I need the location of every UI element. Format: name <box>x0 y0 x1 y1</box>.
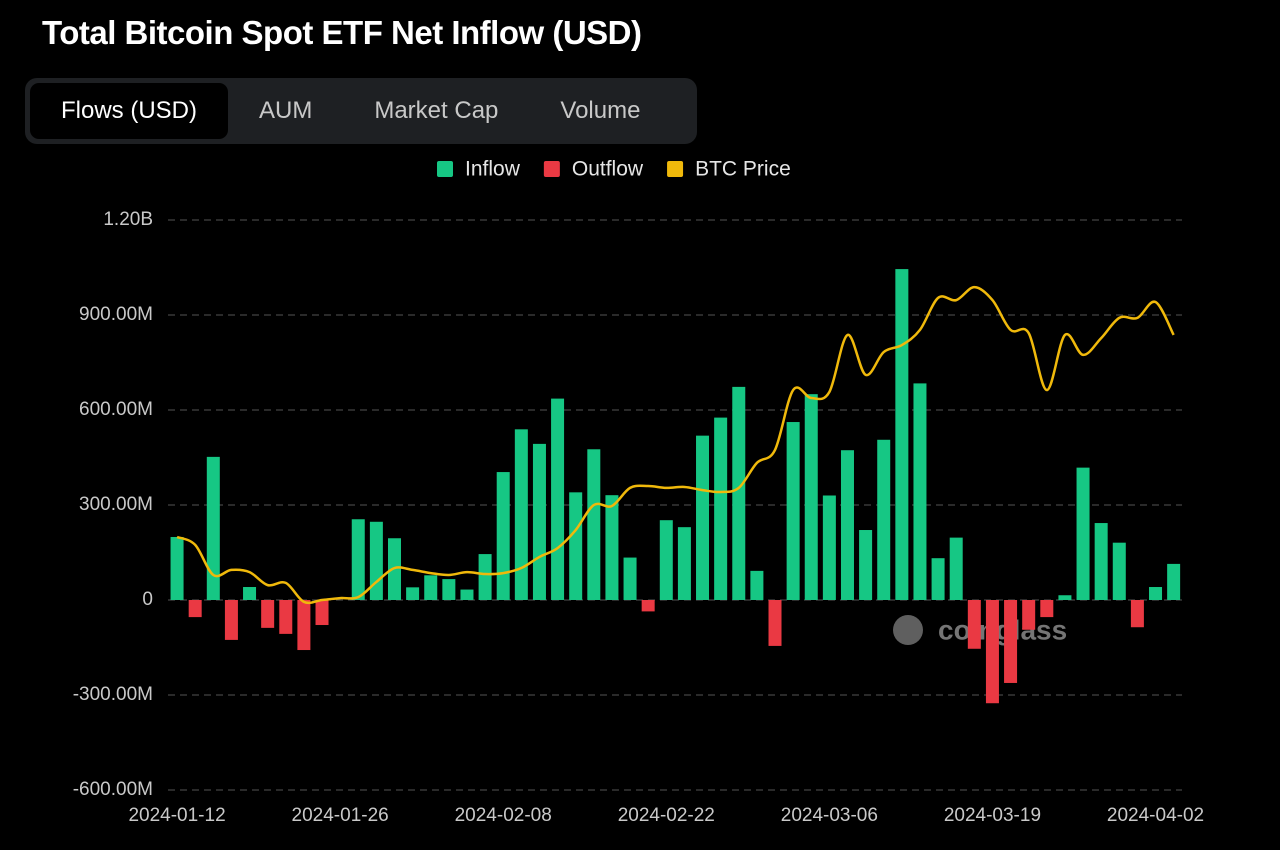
bar <box>478 554 492 600</box>
tab[interactable]: Volume <box>560 97 641 124</box>
legend-label: Outflow <box>572 158 644 181</box>
legend-label: Inflow <box>465 158 521 181</box>
x-tick-label: 2024-03-19 <box>944 805 1041 826</box>
bar <box>822 495 836 600</box>
x-tick-label: 2024-03-06 <box>781 805 878 826</box>
legend-swatch <box>437 161 453 177</box>
price-line <box>176 285 1175 605</box>
bar <box>369 521 383 600</box>
bar <box>949 537 963 600</box>
y-tick-label: -600.00M <box>73 779 153 800</box>
bar <box>696 435 710 600</box>
watermark: coinglass <box>938 614 1067 645</box>
bar <box>877 439 891 600</box>
bar <box>1094 523 1108 600</box>
x-tick-label: 2024-04-02 <box>1107 805 1204 826</box>
y-tick-label: 600.00M <box>79 399 153 420</box>
bar <box>605 495 619 600</box>
page-title: Total Bitcoin Spot ETF Net Inflow (USD) <box>42 14 642 51</box>
y-tick-label: 300.00M <box>79 494 153 515</box>
bar <box>261 600 275 628</box>
tab[interactable]: AUM <box>259 97 313 124</box>
bar <box>587 449 601 600</box>
tab[interactable]: Market Cap <box>374 97 499 124</box>
bar <box>1040 600 1054 618</box>
bar <box>786 422 800 600</box>
bar <box>714 417 728 600</box>
watermark-icon <box>893 615 923 645</box>
bar <box>224 600 238 640</box>
bar <box>170 536 184 600</box>
bar <box>804 394 818 600</box>
bar <box>188 600 202 618</box>
bar <box>551 398 565 600</box>
legend-label: BTC Price <box>695 158 791 181</box>
bar <box>1149 587 1163 600</box>
bar <box>1076 467 1090 600</box>
x-tick-label: 2024-02-08 <box>455 805 552 826</box>
bar <box>895 269 909 600</box>
tab[interactable]: Flows (USD) <box>30 83 228 139</box>
bar <box>985 600 999 704</box>
bar <box>931 558 945 600</box>
bar <box>1058 595 1072 600</box>
x-tick-label: 2024-01-12 <box>128 805 225 826</box>
bar <box>967 600 981 649</box>
y-tick-label: -300.00M <box>73 684 153 705</box>
y-tick-label: 0 <box>142 589 153 610</box>
bar <box>442 579 456 600</box>
bar <box>496 472 510 600</box>
bar <box>514 429 528 600</box>
bar <box>406 587 420 600</box>
y-tick-label: 1.20B <box>103 209 153 230</box>
bar <box>1112 542 1126 600</box>
bar <box>243 587 257 600</box>
bar <box>641 600 655 612</box>
bar <box>1004 600 1018 683</box>
bar <box>768 600 782 646</box>
x-tick-label: 2024-01-26 <box>292 805 389 826</box>
bar <box>532 443 546 600</box>
y-tick-label: 900.00M <box>79 304 153 325</box>
bar <box>460 589 474 600</box>
bar <box>1022 600 1036 630</box>
bar <box>206 456 220 600</box>
bar <box>750 570 764 600</box>
bar <box>569 492 583 600</box>
bar <box>677 527 691 600</box>
bar <box>315 600 329 626</box>
legend-swatch <box>667 161 684 177</box>
bar <box>351 519 365 600</box>
bar <box>913 383 927 600</box>
bar <box>424 575 438 600</box>
bar <box>859 530 873 600</box>
bar <box>732 386 746 600</box>
bar <box>297 600 311 651</box>
bar <box>1130 600 1144 628</box>
bar <box>1167 563 1181 600</box>
bar <box>659 520 673 600</box>
bar <box>840 450 854 600</box>
tab-bar: Flows (USD) AUM Market Cap Volume <box>25 78 697 144</box>
legend-swatch <box>543 161 560 177</box>
bar <box>623 557 637 600</box>
bar <box>279 600 293 634</box>
x-tick-label: 2024-02-22 <box>618 805 715 826</box>
